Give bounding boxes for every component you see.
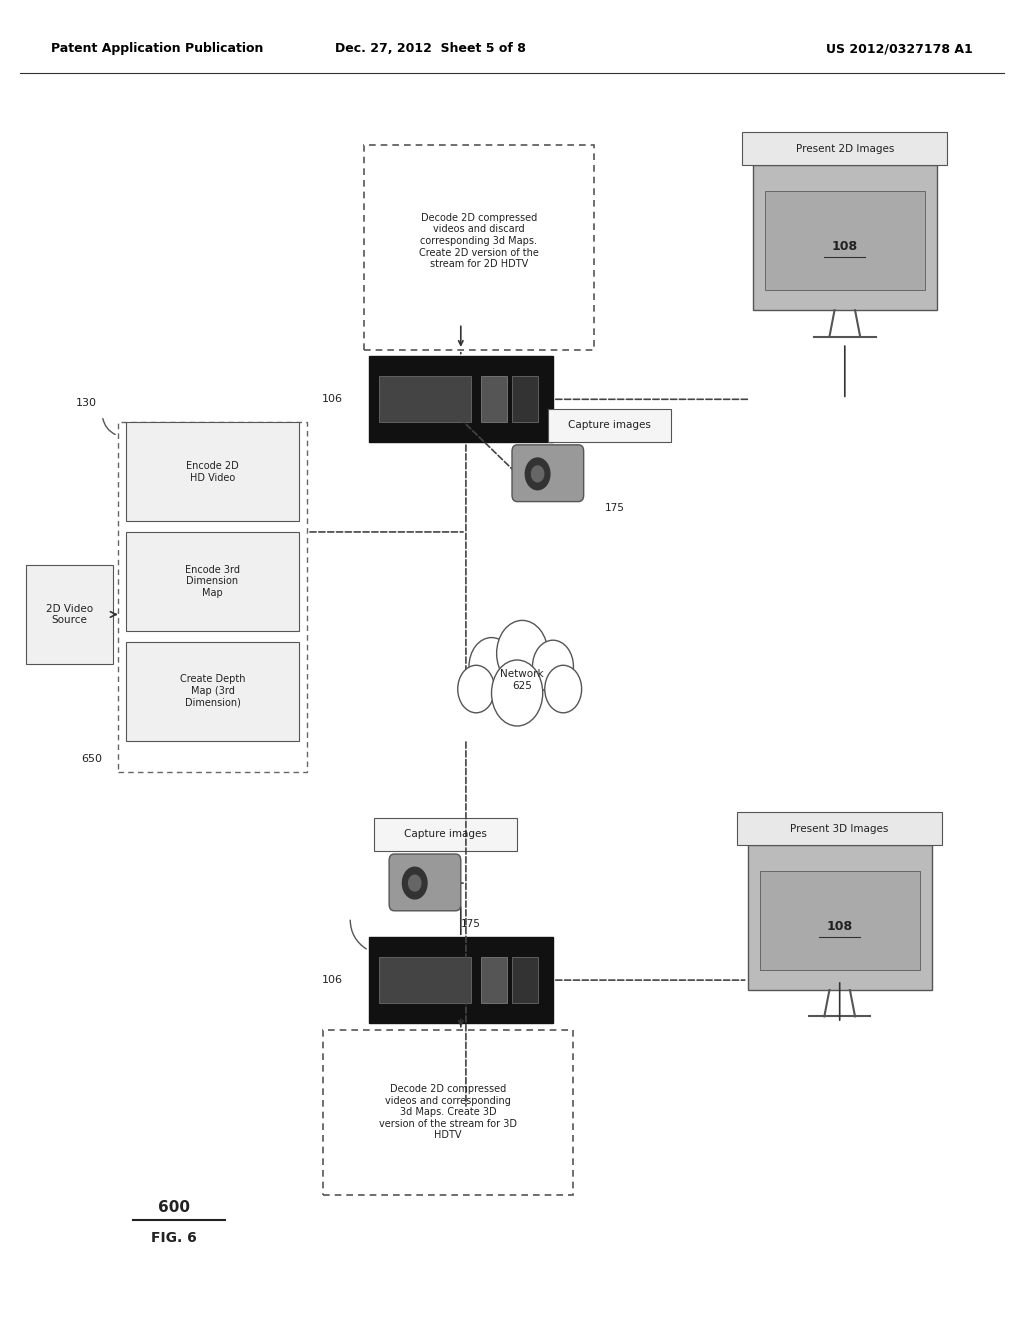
Circle shape [402,867,427,899]
FancyBboxPatch shape [737,812,942,845]
Circle shape [497,620,548,686]
Text: Patent Application Publication: Patent Application Publication [51,42,263,55]
FancyBboxPatch shape [765,191,925,290]
Text: Decode 2D compressed
videos and discard
corresponding 3d Maps.
Create 2D version: Decode 2D compressed videos and discard … [419,213,539,269]
FancyBboxPatch shape [369,356,553,442]
Text: Decode 2D compressed
videos and corresponding
3d Maps. Create 3D
version of the : Decode 2D compressed videos and correspo… [379,1084,517,1140]
Text: Present 3D Images: Present 3D Images [791,824,889,834]
FancyBboxPatch shape [126,422,299,521]
Circle shape [492,660,543,726]
FancyBboxPatch shape [512,957,538,1003]
Text: Encode 2D
HD Video: Encode 2D HD Video [186,461,239,483]
FancyBboxPatch shape [760,871,920,970]
FancyBboxPatch shape [369,937,553,1023]
FancyBboxPatch shape [374,818,517,851]
Circle shape [532,640,573,693]
Circle shape [409,875,421,891]
Text: 2D Video
Source: 2D Video Source [45,603,93,626]
Text: Dec. 27, 2012  Sheet 5 of 8: Dec. 27, 2012 Sheet 5 of 8 [335,42,525,55]
FancyBboxPatch shape [512,376,538,422]
Text: 108: 108 [826,920,853,933]
FancyBboxPatch shape [389,854,461,911]
FancyBboxPatch shape [548,409,671,442]
FancyBboxPatch shape [753,165,937,310]
Circle shape [458,665,495,713]
FancyBboxPatch shape [379,957,471,1003]
Text: 650: 650 [81,754,102,764]
Circle shape [545,665,582,713]
FancyBboxPatch shape [379,376,471,422]
Text: 600: 600 [158,1200,190,1216]
Text: Capture images: Capture images [404,829,486,840]
FancyBboxPatch shape [512,445,584,502]
Text: US 2012/0327178 A1: US 2012/0327178 A1 [826,42,973,55]
Circle shape [531,466,544,482]
Text: 175: 175 [604,503,625,513]
FancyBboxPatch shape [742,132,947,165]
Text: Network
625: Network 625 [501,669,544,690]
FancyBboxPatch shape [481,376,507,422]
FancyBboxPatch shape [748,845,932,990]
FancyBboxPatch shape [126,532,299,631]
Circle shape [525,458,550,490]
FancyBboxPatch shape [126,642,299,741]
Text: 108: 108 [831,240,858,253]
Text: 175: 175 [461,919,481,929]
Text: Present 2D Images: Present 2D Images [796,144,894,154]
Text: 130: 130 [76,397,97,408]
Text: Encode 3rd
Dimension
Map: Encode 3rd Dimension Map [185,565,240,598]
Circle shape [469,638,514,696]
Text: 106: 106 [322,395,343,404]
FancyBboxPatch shape [26,565,113,664]
Text: 106: 106 [322,975,343,985]
Text: Create Depth
Map (3rd
Dimension): Create Depth Map (3rd Dimension) [180,675,245,708]
Text: FIG. 6: FIG. 6 [152,1232,197,1245]
FancyBboxPatch shape [481,957,507,1003]
Text: Capture images: Capture images [568,420,650,430]
